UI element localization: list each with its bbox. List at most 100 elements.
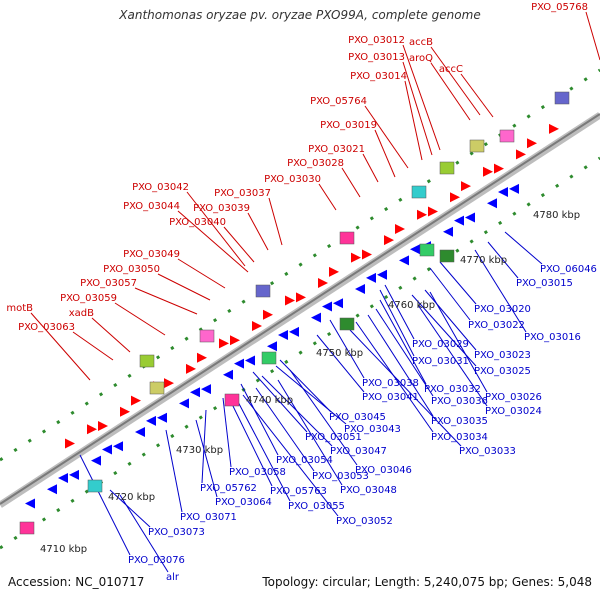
reverse-gene-arrow[interactable] [25, 498, 35, 509]
reverse-gene-label[interactable]: PXO_03022 [468, 320, 525, 331]
reverse-gene-arrow[interactable] [355, 284, 365, 294]
forward-gene-label[interactable]: PXO_05768 [531, 2, 588, 13]
gene-feature-box[interactable] [439, 249, 455, 263]
gene-feature-box[interactable] [255, 284, 271, 298]
forward-gene-label[interactable]: PXO_03014 [350, 71, 407, 82]
forward-gene-arrow[interactable] [87, 424, 97, 435]
reverse-gene-arrow[interactable] [113, 441, 123, 452]
reverse-gene-label[interactable]: PXO_03073 [148, 527, 205, 538]
reverse-gene-label[interactable]: PXO_03036 [431, 396, 488, 407]
forward-gene-label[interactable]: PXO_03037 [214, 188, 271, 199]
reverse-gene-label[interactable]: PXO_03045 [329, 412, 386, 423]
gene-feature-box[interactable] [411, 185, 427, 199]
reverse-gene-label[interactable]: PXO_03053 [312, 471, 369, 482]
reverse-gene-arrow[interactable] [179, 398, 189, 409]
forward-gene-label[interactable]: PXO_03059 [60, 293, 117, 304]
forward-gene-arrow[interactable] [417, 209, 427, 220]
reverse-gene-arrow[interactable] [366, 272, 376, 283]
forward-gene-arrow[interactable] [252, 320, 262, 331]
reverse-gene-label[interactable]: PXO_03029 [412, 339, 469, 350]
reverse-gene-label[interactable]: PXO_03076 [128, 555, 185, 566]
forward-gene-arrow[interactable] [263, 309, 273, 320]
forward-gene-label[interactable]: PXO_03049 [123, 249, 180, 260]
gene-feature-box[interactable] [261, 351, 277, 365]
forward-gene-arrow[interactable] [549, 123, 559, 134]
reverse-gene-arrow[interactable] [487, 198, 497, 209]
reverse-gene-label[interactable]: PXO_03054 [276, 455, 333, 466]
forward-gene-arrow[interactable] [351, 252, 361, 263]
reverse-gene-label[interactable]: alr [166, 572, 180, 583]
forward-gene-arrow[interactable] [527, 138, 537, 149]
reverse-gene-label[interactable]: PXO_03035 [431, 416, 488, 427]
reverse-gene-arrow[interactable] [135, 427, 145, 437]
forward-gene-arrow[interactable] [120, 406, 130, 417]
reverse-gene-label[interactable]: PXO_03023 [474, 350, 531, 361]
reverse-gene-arrow[interactable] [91, 455, 101, 466]
reverse-gene-label[interactable]: PXO_03048 [340, 485, 397, 496]
forward-gene-arrow[interactable] [285, 295, 295, 306]
gene-feature-box[interactable] [554, 91, 570, 105]
reverse-gene-arrow[interactable] [157, 412, 167, 423]
reverse-gene-arrow[interactable] [58, 473, 68, 484]
reverse-gene-label[interactable]: PXO_03043 [344, 424, 401, 435]
gene-feature-box[interactable] [499, 129, 515, 143]
reverse-gene-label[interactable]: PXO_03052 [336, 516, 393, 527]
reverse-gene-arrow[interactable] [443, 226, 453, 237]
gene-feature-box[interactable] [339, 231, 355, 245]
forward-gene-arrow[interactable] [230, 335, 240, 346]
reverse-gene-arrow[interactable] [234, 358, 244, 369]
forward-gene-arrow[interactable] [296, 292, 306, 303]
reverse-gene-arrow[interactable] [146, 415, 156, 426]
reverse-gene-arrow[interactable] [289, 326, 299, 337]
reverse-gene-label[interactable]: PXO_03024 [485, 406, 542, 417]
forward-gene-arrow[interactable] [395, 224, 405, 234]
reverse-gene-label[interactable]: PXO_03055 [288, 501, 345, 512]
reverse-gene-label[interactable]: PXO_03071 [180, 512, 237, 523]
reverse-gene-arrow[interactable] [410, 244, 420, 255]
reverse-gene-arrow[interactable] [498, 187, 508, 198]
forward-gene-label[interactable]: accC [439, 64, 463, 75]
forward-gene-label[interactable]: PXO_03021 [308, 144, 365, 155]
reverse-gene-arrow[interactable] [69, 469, 79, 480]
reverse-gene-label[interactable]: PXO_03041 [362, 392, 419, 403]
forward-gene-arrow[interactable] [318, 278, 328, 289]
reverse-gene-label[interactable]: PXO_03038 [362, 378, 419, 389]
reverse-gene-arrow[interactable] [322, 301, 332, 312]
gene-feature-box[interactable] [199, 329, 215, 343]
forward-gene-arrow[interactable] [461, 181, 471, 192]
forward-gene-label[interactable]: PXO_03039 [193, 203, 250, 214]
reverse-gene-label[interactable]: PXO_05762 [200, 483, 257, 494]
gene-feature-box[interactable] [87, 479, 103, 493]
reverse-gene-label[interactable]: PXO_03046 [355, 465, 412, 476]
forward-gene-label[interactable]: PXO_03057 [80, 278, 137, 289]
reverse-gene-label[interactable]: PXO_03051 [305, 432, 362, 443]
forward-gene-arrow[interactable] [384, 235, 394, 246]
reverse-gene-arrow[interactable] [47, 484, 57, 495]
forward-gene-arrow[interactable] [494, 163, 504, 174]
gene-feature-box[interactable] [419, 243, 435, 257]
reverse-gene-label[interactable]: PXO_03015 [516, 278, 573, 289]
forward-gene-label[interactable]: PXO_05764 [310, 96, 367, 107]
reverse-gene-arrow[interactable] [399, 255, 409, 266]
reverse-gene-arrow[interactable] [223, 369, 233, 380]
reverse-gene-label[interactable]: PXO_03016 [524, 332, 581, 343]
forward-gene-arrow[interactable] [186, 363, 196, 374]
forward-gene-arrow[interactable] [197, 352, 207, 363]
forward-gene-label[interactable]: motB [6, 303, 33, 314]
reverse-gene-label[interactable]: PXO_05763 [270, 486, 327, 497]
forward-gene-label[interactable]: PXO_03063 [18, 322, 75, 333]
reverse-gene-arrow[interactable] [454, 215, 464, 226]
gene-feature-box[interactable] [439, 161, 455, 175]
reverse-gene-arrow[interactable] [278, 330, 288, 341]
forward-gene-label[interactable]: PXO_03013 [348, 52, 405, 63]
reverse-gene-arrow[interactable] [201, 384, 211, 395]
reverse-gene-label[interactable]: PXO_03058 [229, 467, 286, 478]
reverse-gene-arrow[interactable] [509, 183, 519, 194]
gene-feature-box[interactable] [339, 317, 355, 331]
reverse-gene-arrow[interactable] [190, 387, 200, 398]
forward-gene-label[interactable]: PXO_03044 [123, 201, 180, 212]
reverse-gene-arrow[interactable] [465, 212, 475, 223]
forward-gene-label[interactable]: accB [409, 37, 433, 48]
reverse-gene-label[interactable]: PXO_06046 [540, 264, 597, 275]
forward-gene-label[interactable]: aroQ [409, 53, 433, 64]
